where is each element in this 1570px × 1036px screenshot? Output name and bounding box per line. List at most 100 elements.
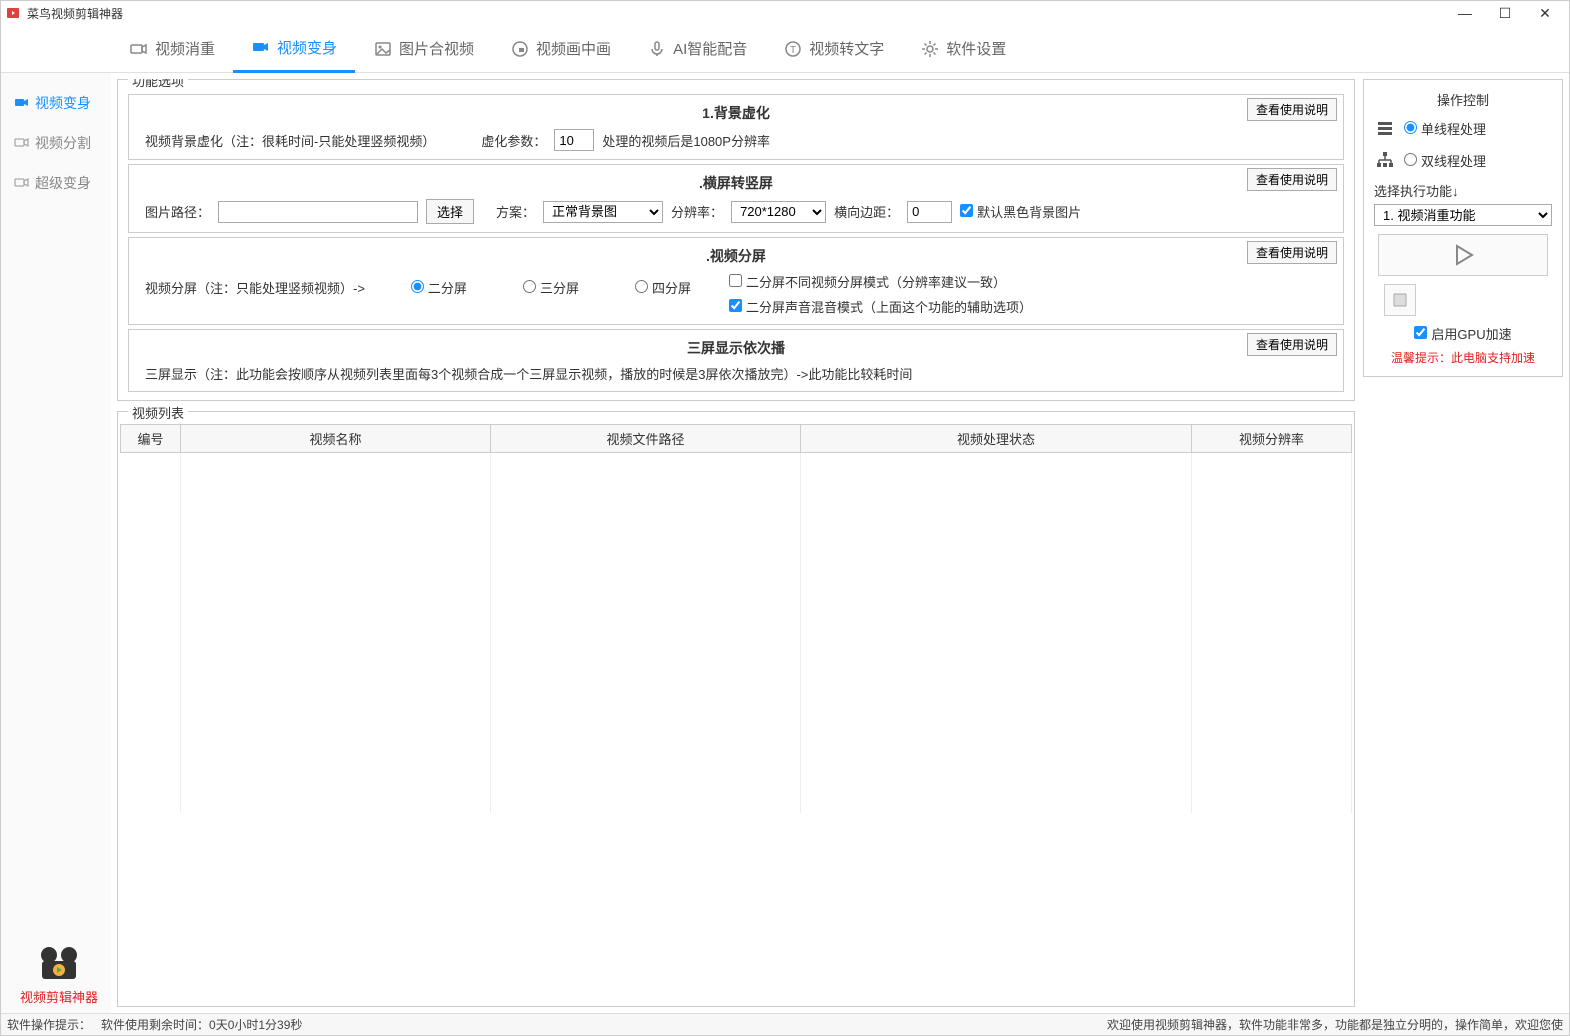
nav-label: 图片合视频	[399, 38, 474, 59]
text-icon: T	[783, 39, 803, 59]
status-left-2: 软件使用剩余时间：0天0小时1分39秒	[101, 1016, 302, 1033]
app-icon	[5, 5, 21, 21]
section-triple: 查看使用说明 三屏显示依次播 三屏显示（注：此功能会按顺序从视频列表里面每3个视…	[128, 329, 1344, 392]
section-title: 三屏显示依次播	[145, 338, 1327, 358]
margin-input[interactable]	[907, 201, 952, 223]
blur-param-label: 虚化参数：	[481, 131, 546, 150]
nav-image-merge[interactable]: 图片合视频	[355, 25, 492, 73]
top-nav: 视频消重 视频变身 图片合视频 视频画中画 AI智能配音 T 视频转文字 软件设…	[1, 25, 1569, 73]
col-res: 视频分辨率	[1192, 425, 1352, 453]
choose-button[interactable]: 选择	[426, 199, 474, 224]
split-radio-4[interactable]: 四分屏	[635, 278, 691, 297]
margin-label: 横向边距：	[834, 202, 899, 221]
camera-icon	[129, 39, 149, 59]
video-table: 编号 视频名称 视频文件路径 视频处理状态 视频分辨率	[120, 424, 1352, 813]
nav-label: 软件设置	[946, 38, 1006, 59]
sidebar: 视频变身 视频分割 超级变身 视频剪辑神器	[1, 73, 111, 1013]
split-radio-3[interactable]: 三分屏	[523, 278, 579, 297]
blur-after-text: 处理的视频后是1080P分辨率	[602, 131, 770, 150]
statusbar: 软件操作提示： 软件使用剩余时间：0天0小时1分39秒 欢迎使用视频剪辑神器，软…	[1, 1013, 1569, 1035]
res-label: 分辨率：	[671, 202, 723, 221]
app-title: 菜鸟视频剪辑神器	[27, 5, 1445, 22]
gpu-checkbox-label[interactable]: 启用GPU加速	[1414, 324, 1511, 343]
stop-button[interactable]	[1384, 284, 1416, 316]
default-black-check[interactable]: 默认黑色背景图片	[960, 202, 1081, 221]
close-button[interactable]: ✕	[1525, 1, 1565, 25]
section-title: .横屏转竖屏	[145, 173, 1327, 193]
split-desc: 视频分屏（注：只能处理竖频视频）->	[145, 278, 365, 297]
nav-video-dedup[interactable]: 视频消重	[111, 25, 233, 73]
control-panel: 操作控制 单线程处理 双线程处理 选择执行功能↓ 1. 视频消重功能	[1363, 79, 1563, 377]
nav-ai-voice[interactable]: AI智能配音	[629, 25, 765, 73]
svg-text:T: T	[790, 45, 796, 56]
minimize-button[interactable]: —	[1445, 1, 1485, 25]
camera-icon	[13, 134, 31, 152]
nav-settings[interactable]: 软件设置	[902, 25, 1024, 73]
titlebar: 菜鸟视频剪辑神器 — ☐ ✕	[1, 1, 1569, 25]
mic-icon	[647, 39, 667, 59]
multi-thread-icon	[1374, 149, 1396, 171]
nav-label: 视频画中画	[536, 38, 611, 59]
image-icon	[373, 39, 393, 59]
gear-icon	[920, 39, 940, 59]
table-body-empty	[121, 453, 1352, 813]
nav-label: 视频消重	[155, 38, 215, 59]
help-button-2[interactable]: 查看使用说明	[1247, 168, 1337, 191]
section-bg-blur: 查看使用说明 1.背景虚化 视频背景虚化（注：很耗时间-只能处理竖频视频） 虚化…	[128, 94, 1344, 160]
help-button-4[interactable]: 查看使用说明	[1247, 333, 1337, 356]
gpu-checkbox[interactable]	[1414, 326, 1427, 339]
function-options-group: 功能选项 查看使用说明 1.背景虚化 视频背景虚化（注：很耗时间-只能处理竖频视…	[117, 79, 1355, 401]
maximize-button[interactable]: ☐	[1485, 1, 1525, 25]
multi-thread-radio[interactable]: 双线程处理	[1404, 151, 1486, 170]
sidebar-label: 视频分割	[35, 133, 91, 153]
nav-label: 视频变身	[277, 37, 337, 58]
path-input[interactable]	[218, 201, 418, 223]
section-title: 1.背景虚化	[145, 103, 1327, 123]
section-h2v: 查看使用说明 .横屏转竖屏 图片路径： 选择 方案： 正常背景图 分辨率： 72…	[128, 164, 1344, 233]
single-thread-icon	[1374, 117, 1396, 139]
split-radio-2[interactable]: 二分屏	[411, 278, 467, 297]
help-button-1[interactable]: 查看使用说明	[1247, 98, 1337, 121]
blur-desc: 视频背景虚化（注：很耗时间-只能处理竖频视频）	[145, 131, 435, 150]
sidebar-label: 视频变身	[35, 93, 91, 113]
function-select[interactable]: 1. 视频消重功能	[1374, 204, 1552, 226]
nav-pip[interactable]: 视频画中画	[492, 25, 629, 73]
split-check-2[interactable]: 二分屏声音混音模式（上面这个功能的辅助选项）	[729, 297, 1032, 316]
group-legend: 功能选项	[128, 79, 188, 90]
col-id: 编号	[121, 425, 181, 453]
nav-label: AI智能配音	[673, 38, 747, 59]
section-title: .视频分屏	[145, 246, 1327, 266]
status-left-1: 软件操作提示：	[7, 1016, 91, 1033]
select-func-label: 选择执行功能↓	[1374, 181, 1552, 200]
warm-tip: 温馨提示：此电脑支持加速	[1374, 349, 1552, 366]
sidebar-item-transform[interactable]: 视频变身	[1, 83, 111, 123]
default-black-checkbox[interactable]	[960, 204, 973, 217]
control-title: 操作控制	[1374, 90, 1552, 109]
sidebar-label: 超级变身	[35, 173, 91, 193]
path-label: 图片路径：	[145, 202, 210, 221]
sidebar-item-super[interactable]: 超级变身	[1, 163, 111, 203]
sidebar-item-split[interactable]: 视频分割	[1, 123, 111, 163]
plan-select[interactable]: 正常背景图	[543, 201, 663, 223]
plan-label: 方案：	[496, 202, 535, 221]
triple-desc: 三屏显示（注：此功能会按顺序从视频列表里面每3个视频合成一个三屏显示视频，播放的…	[145, 364, 912, 383]
section-split: 查看使用说明 .视频分屏 视频分屏（注：只能处理竖频视频）-> 二分屏 三分屏 …	[128, 237, 1344, 325]
pip-icon	[510, 39, 530, 59]
split-check-1[interactable]: 二分屏不同视频分屏模式（分辨率建议一致）	[729, 272, 1032, 291]
col-status: 视频处理状态	[801, 425, 1192, 453]
play-button[interactable]	[1378, 234, 1548, 276]
camera-icon	[13, 94, 31, 112]
bottom-logo: 视频剪辑神器	[20, 943, 98, 1006]
single-thread-radio[interactable]: 单线程处理	[1404, 119, 1486, 138]
nav-video-to-text[interactable]: T 视频转文字	[765, 25, 902, 73]
video-list-group: 视频列表 编号 视频名称 视频文件路径 视频处理状态 视频分辨率	[117, 411, 1355, 1007]
logo-text: 视频剪辑神器	[20, 987, 98, 1006]
help-button-3[interactable]: 查看使用说明	[1247, 241, 1337, 264]
resolution-select[interactable]: 720*1280	[731, 201, 826, 223]
nav-label: 视频转文字	[809, 38, 884, 59]
nav-video-transform[interactable]: 视频变身	[233, 25, 355, 73]
blur-param-input[interactable]	[554, 129, 594, 151]
camera-icon	[13, 174, 31, 192]
status-right: 欢迎使用视频剪辑神器，软件功能非常多，功能都是独立分明的，操作简单，欢迎您使	[1107, 1016, 1563, 1033]
video-list-legend: 视频列表	[128, 403, 188, 422]
